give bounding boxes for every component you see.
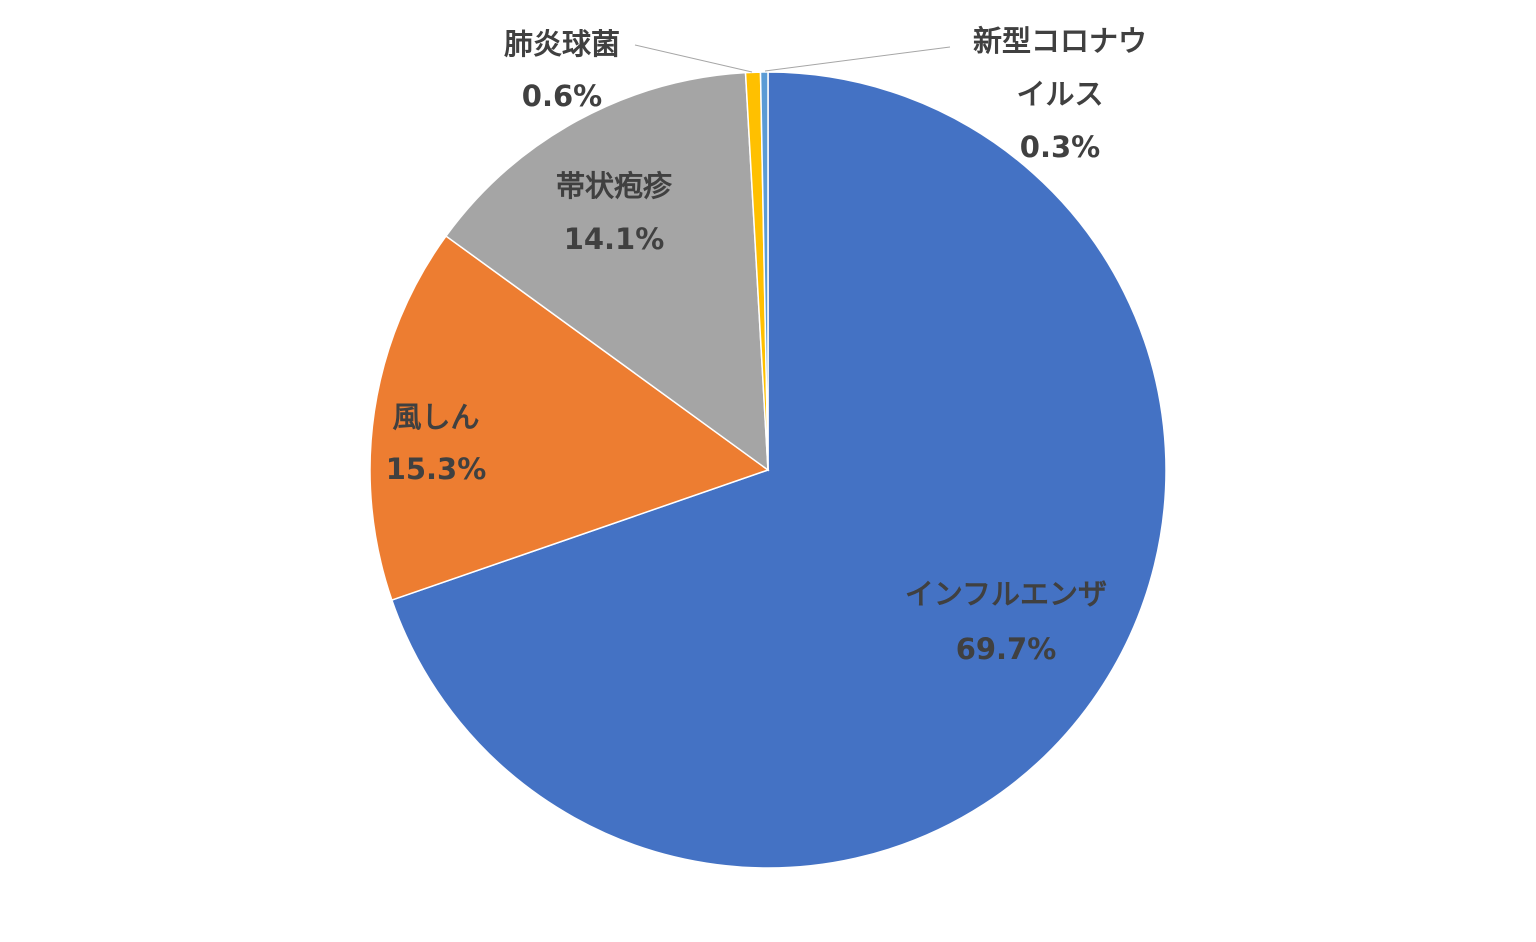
data-label-category-rubella: 風しん <box>392 400 479 434</box>
data-label-category-shingles: 帯状疱疹 <box>556 169 673 203</box>
data-label-value-influenza: 69.7% <box>956 632 1057 666</box>
data-label-value-rubella: 15.3% <box>386 452 487 486</box>
data-labels: インフルエンザ 69.7% 風しん 15.3% 帯状疱疹 14.1% 肺炎球菌 0.6% 新型コ… <box>386 24 1147 666</box>
data-label-category-pneumococcus: 肺炎球菌 <box>504 27 620 61</box>
pie-slice-influenza <box>390 71 1167 869</box>
leader-line-covid19 <box>764 46 951 72</box>
data-label-category-influenza: インフルエンザ <box>905 577 1107 611</box>
data-label-value-pneumococcus: 0.6% <box>522 79 602 113</box>
pie-slice-covid19 <box>759 71 769 471</box>
leader-lines <box>634 44 951 73</box>
data-label-value-shingles: 14.1% <box>564 222 665 256</box>
data-label-category-covid19: 新型コロナウ <box>973 24 1147 58</box>
data-label-category-covid19: イルス <box>1016 77 1103 111</box>
pie-slice-shingles <box>444 71 769 472</box>
data-label-value-covid19: 0.3% <box>1020 130 1100 164</box>
pie-slices <box>369 71 1167 869</box>
leader-line-pneumococcus <box>634 44 753 73</box>
pie-slice-rubella <box>369 235 770 602</box>
